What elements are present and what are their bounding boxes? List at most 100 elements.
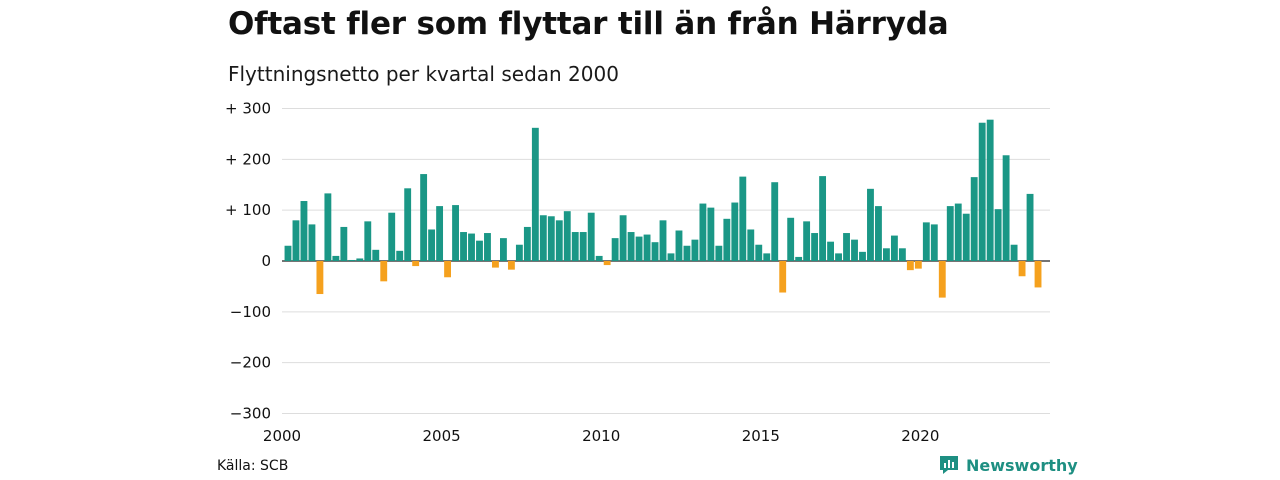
y-axis-tick-labels: + 300 + 200 + 100 0 −100 −200 −300 — [225, 100, 271, 423]
bar-2023K3 — [1034, 261, 1042, 288]
bar-2002K1 — [348, 259, 356, 261]
bar-2015K2 — [771, 182, 779, 261]
bar-2004K3 — [428, 229, 436, 261]
y-tick-label: + 200 — [225, 150, 271, 168]
bar-2021K2 — [962, 213, 970, 261]
bar-2022K4 — [1010, 244, 1018, 261]
bar-2010K1 — [603, 261, 611, 266]
chart-title: Oftast fler som flyttar till än från Här… — [228, 6, 949, 42]
bar-2022K1 — [986, 119, 994, 262]
bar-2019K4 — [914, 261, 922, 269]
bar-2020K3 — [938, 261, 946, 298]
bar-2012K2 — [675, 230, 683, 261]
bar-2016K1 — [795, 256, 803, 261]
bar-2016K3 — [811, 233, 819, 261]
bar-2007K3 — [523, 226, 531, 261]
bar-2005K4 — [468, 233, 475, 261]
bar-2023K1 — [1018, 261, 1026, 277]
x-tick-label: 2010 — [582, 427, 620, 445]
bar-2022K3 — [1002, 155, 1010, 261]
bar-2014K4 — [755, 244, 763, 261]
bar-2005K3 — [460, 232, 467, 261]
bar-2011K3 — [651, 242, 659, 261]
bar-2001K1 — [316, 261, 324, 295]
bar-2020K4 — [946, 206, 954, 261]
bar-2023K2 — [1026, 193, 1034, 261]
bar-2003K2 — [388, 212, 396, 261]
bar-2000K3 — [300, 201, 308, 261]
bar-2012K3 — [683, 245, 691, 261]
bar-2002K2 — [356, 258, 364, 261]
bar-2004K4 — [436, 206, 444, 261]
bar-2011K2 — [643, 234, 651, 261]
bar-2004K2 — [420, 174, 428, 261]
x-tick-label: 2020 — [901, 427, 939, 445]
bar-2001K3 — [332, 255, 340, 261]
y-tick-label: −200 — [230, 354, 271, 372]
brand-logo: Newsworthy — [938, 454, 1078, 476]
newsworthy-logo-icon — [940, 456, 958, 474]
bar-2018K4 — [883, 248, 890, 261]
bar-2003K1 — [380, 261, 388, 282]
bar-2013K3 — [715, 245, 723, 261]
bar-2020K2 — [930, 224, 938, 261]
bar-2019K3 — [906, 261, 914, 271]
bar-2002K4 — [372, 249, 380, 261]
bar-2022K2 — [994, 209, 1002, 261]
bar-2000K1 — [284, 245, 292, 261]
bar-2021K4 — [978, 122, 986, 261]
chart-subtitle: Flyttningsnetto per kvartal sedan 2000 — [228, 62, 619, 86]
bar-2000K2 — [292, 220, 300, 261]
bar-2018K3 — [875, 206, 882, 261]
bar-2011K1 — [635, 236, 643, 261]
source-note: Källa: SCB — [217, 458, 289, 474]
bar-2018K1 — [859, 251, 866, 261]
bar-2003K4 — [404, 188, 412, 261]
bar-2009K2 — [579, 232, 587, 261]
y-tick-label: + 100 — [225, 201, 271, 219]
bar-2009K3 — [587, 212, 595, 261]
bar-2017K4 — [851, 239, 858, 261]
bar-2010K2 — [611, 238, 619, 262]
bar-2007K4 — [531, 127, 539, 261]
bar-2017K3 — [843, 233, 850, 261]
bar-2007K2 — [515, 244, 523, 261]
bar-2005K1 — [444, 261, 451, 278]
bar-2017K2 — [835, 253, 842, 262]
bar-2013K2 — [707, 207, 715, 262]
bar-2009K1 — [571, 232, 579, 261]
bar-2008K2 — [547, 216, 555, 261]
bar-2006K3 — [492, 261, 499, 268]
bar-2015K3 — [779, 261, 787, 293]
bar-2015K1 — [763, 253, 771, 262]
bar-2008K3 — [555, 220, 563, 261]
bar-2018K2 — [867, 188, 874, 261]
bar-2003K3 — [396, 250, 404, 261]
bar-2012K1 — [667, 253, 675, 262]
bar-2006K4 — [500, 238, 507, 262]
brand-name: Newsworthy — [966, 455, 1078, 475]
bar-2006K2 — [484, 233, 491, 261]
bar-2005K2 — [452, 205, 459, 261]
bar-2010K3 — [619, 215, 627, 261]
bar-2013K4 — [723, 218, 731, 261]
bar-2014K3 — [747, 229, 755, 261]
bar-2007K1 — [507, 261, 515, 270]
bar-2001K2 — [324, 193, 332, 261]
y-tick-label: + 300 — [225, 100, 271, 118]
bar-2021K3 — [970, 177, 978, 262]
x-tick-label: 2000 — [263, 427, 301, 445]
bar-2008K4 — [563, 211, 571, 261]
bar-2012K4 — [691, 239, 699, 261]
x-tick-label: 2005 — [423, 427, 461, 445]
gridlines — [282, 108, 1050, 414]
bar-2016K2 — [803, 221, 811, 261]
bar-2015K4 — [787, 217, 795, 261]
bar-2000K4 — [308, 224, 316, 261]
bars — [284, 119, 1042, 298]
x-tick-label: 2015 — [742, 427, 780, 445]
bar-2006K1 — [476, 240, 483, 261]
bar-2009K4 — [595, 255, 603, 261]
bar-chart: + 300 + 200 + 100 0 −100 −200 −300 2000 2005 201… — [225, 100, 1050, 445]
bar-2001K4 — [340, 226, 348, 261]
